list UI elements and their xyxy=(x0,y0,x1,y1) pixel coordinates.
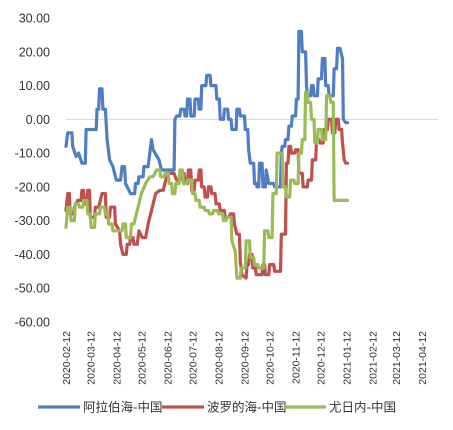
y-tick-label: -20.00 xyxy=(15,180,50,194)
x-tick-label: 2020-04-12 xyxy=(111,331,123,385)
y-tick-label: 0.00 xyxy=(26,113,50,127)
x-tick-label: 2020-05-12 xyxy=(136,331,148,385)
series-line-2 xyxy=(64,117,350,280)
legend-label-2: 波罗的海-中国 xyxy=(207,400,287,415)
y-tick-label: 20.00 xyxy=(19,45,50,59)
x-tick-label: 2020-12-12 xyxy=(316,331,328,385)
x-tick-label: 2020-06-12 xyxy=(162,331,174,385)
x-tick-label: 2020-10-12 xyxy=(265,331,277,385)
x-tick-label: 2020-08-12 xyxy=(213,331,225,385)
x-tick-label: 2021-04-12 xyxy=(417,331,429,385)
x-tick-label: 2020-11-12 xyxy=(291,331,303,384)
y-tick-label: -60.00 xyxy=(15,316,50,330)
y-tick-label: -10.00 xyxy=(15,147,50,161)
y-tick-label: -50.00 xyxy=(15,282,50,296)
legend-label-3: 尤日内-中国 xyxy=(329,400,396,415)
series-lines xyxy=(64,29,350,280)
x-axis-tick-labels: 2020-02-12 2020-03-12 2020-04-12 2020-05-12… xyxy=(61,331,429,385)
y-tick-label: -30.00 xyxy=(15,214,50,228)
x-tick-label: 2020-02-12 xyxy=(61,331,73,385)
y-axis-tick-labels: 30.00 20.00 10.00 0.00 -10.00 -20.00 -30.00 -40… xyxy=(15,12,51,330)
y-tick-label: 10.00 xyxy=(19,79,50,93)
x-tick-label: 2020-07-12 xyxy=(188,331,200,385)
legend-label-1: 阿拉伯海-中国 xyxy=(83,400,163,415)
y-tick-label: -40.00 xyxy=(15,248,50,262)
x-tick-label: 2021-02-12 xyxy=(368,331,380,385)
x-tick-label: 2021-03-12 xyxy=(391,331,403,385)
x-tick-label: 2020-09-12 xyxy=(239,331,251,385)
x-tick-label: 2020-03-12 xyxy=(85,331,97,385)
series-line-3 xyxy=(64,90,350,280)
x-tick-label: 2021-01-12 xyxy=(342,331,354,385)
y-tick-label: 30.00 xyxy=(19,12,50,26)
legend: 阿拉伯海-中国 波罗的海-中国 尤日内-中国 xyxy=(38,400,396,415)
